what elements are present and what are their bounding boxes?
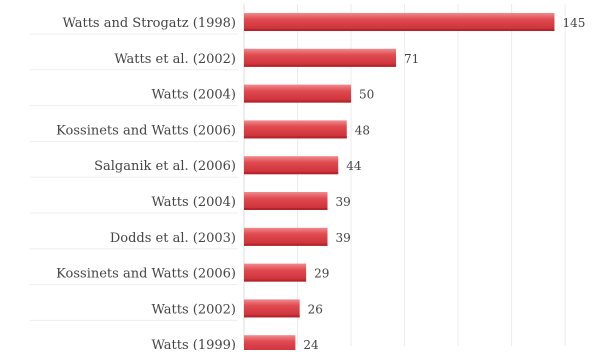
bar <box>244 227 328 246</box>
category-label: Watts and Strogatz (1998) <box>63 16 237 31</box>
value-label: 39 <box>336 195 351 209</box>
bar <box>244 156 339 175</box>
value-label: 48 <box>355 123 370 137</box>
value-label: 26 <box>308 302 323 316</box>
bar <box>244 335 296 354</box>
bar <box>244 84 352 103</box>
category-label: Watts et al. (2002) <box>114 52 236 67</box>
bar-edge <box>244 208 328 210</box>
bar <box>244 120 347 139</box>
bars-layer <box>244 13 555 354</box>
bar-edge <box>244 64 397 67</box>
bar <box>244 13 555 31</box>
value-label: 24 <box>303 338 319 350</box>
value-label: 44 <box>346 159 362 173</box>
bar <box>244 192 328 210</box>
category-label: Dodds et al. (2003) <box>110 231 236 246</box>
bar <box>244 48 397 67</box>
value-label: 145 <box>562 16 585 30</box>
bar-edge <box>244 243 328 246</box>
value-label: 71 <box>404 52 419 66</box>
bar-edge <box>244 315 300 318</box>
labels-layer: Watts and Strogatz (1998) 145 Watts et al.… <box>30 16 585 353</box>
value-label: 39 <box>336 231 351 245</box>
bar-edge <box>244 29 555 31</box>
category-label: Watts (2004) <box>152 88 236 103</box>
bar <box>244 263 307 282</box>
bar-edge <box>244 172 339 175</box>
category-label: Salganik et al. (2006) <box>94 159 236 174</box>
bar <box>244 299 300 318</box>
category-label: Watts (2004) <box>152 195 236 210</box>
category-label: Kossinets and Watts (2006) <box>56 267 236 282</box>
value-label: 29 <box>314 267 329 281</box>
bar-edge <box>244 279 307 282</box>
category-label: Watts (2002) <box>152 302 236 317</box>
value-label: 50 <box>359 88 374 102</box>
bar-edge <box>244 100 352 103</box>
category-label: Kossinets and Watts (2006) <box>56 123 236 138</box>
bar-edge <box>244 136 347 139</box>
category-label: Watts (1999) <box>152 338 236 350</box>
